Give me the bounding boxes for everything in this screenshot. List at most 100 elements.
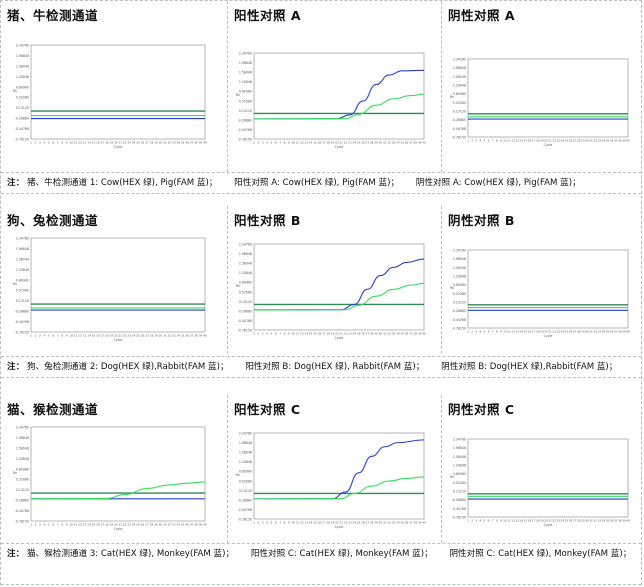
x-tick-label: 24 [132,523,136,527]
y-tick-label: 2.34780 [16,237,29,241]
x-tick-label: 12 [78,141,82,145]
x-tick-label: 35 [606,139,610,143]
x-tick-label: 22 [123,523,127,527]
x-tick-label: 1 [467,330,469,334]
x-tick-label: 2 [35,141,37,145]
x-tick-label: 11 [507,139,511,143]
x-tick-label: 36 [610,519,614,523]
x-tick-label: 32 [168,523,172,527]
x-tick-label: 3 [39,141,41,145]
x-tick-label: 21 [339,521,343,525]
y-axis-label: Rn [13,282,17,286]
x-tick-label: 9 [66,334,68,338]
amplification-plot: 2.34780 1.96848 1.58046 1.20848 0.80960 0.520… [450,249,630,339]
y-tick-label: 1.58046 [16,64,29,68]
x-tick-label: 2 [471,139,473,143]
x-axis-label: Cycle [544,143,553,147]
amplification-plot: 2.34780 1.96848 1.58046 1.20848 0.80960 0.520… [13,237,207,343]
y-tick-label: 0.80960 [16,467,29,471]
x-tick-label: 35 [400,521,404,525]
x-tick-label: 2 [471,330,473,334]
y-axis-label: Rn [450,475,454,479]
x-tick-label: 1 [467,519,469,523]
x-axis-label: Cycle [335,525,344,529]
row-1: 猪、牛检测通道 2.34780 1.96848 1.58046 1.20848 0.80… [1,1,641,172]
y-tick-label: -0.26880 [452,118,466,122]
x-tick-label: 39 [622,519,626,523]
cell-channel-3: 猫、猴检测通道 2.34780 1.96848 1.58046 1.20848 0.80… [1,395,227,543]
cell-title: 阴性对照 A [448,8,516,23]
y-tick-label: -0.26880 [238,309,252,313]
x-tick-label: 4 [43,523,45,527]
x-tick-label: 18 [536,330,540,334]
y-axis-label: Rn [450,286,454,290]
y-tick-label: 0.13120 [16,106,29,110]
x-tick-label: 16 [318,332,322,336]
x-tick-label: 19 [110,334,114,338]
x-tick-label: 22 [344,332,348,336]
x-tick-label: 7 [57,523,59,527]
x-tick-label: 23 [348,332,352,336]
plot-area [30,44,206,140]
x-tick-label: 24 [561,139,565,143]
x-tick-label: 27 [145,141,149,145]
x-tick-label: 3 [475,139,477,143]
x-tick-label: 20 [114,334,118,338]
x-tick-label: 5 [271,332,273,336]
x-tick-label: 30 [585,330,589,334]
x-tick-label: 13 [515,330,519,334]
x-tick-label: 34 [396,521,400,525]
y-tick-label: 1.20848 [239,460,252,464]
y-tick-label: -0.26880 [15,499,29,503]
x-tick-label: 26 [569,330,573,334]
x-tick-label: 10 [69,523,73,527]
x-tick-label: 7 [492,519,494,523]
x-tick-label: 21 [118,523,122,527]
y-tick-label: 0.52080 [453,481,466,485]
cell-negative-a: 阴性对照 A 2.34780 1.96848 1.58046 1.20848 0.809… [441,1,641,172]
x-tick-label: 25 [357,521,361,525]
y-tick-label: 0.13120 [239,489,252,493]
x-tick-label: 31 [163,141,167,145]
x-tick-label: 31 [383,141,387,145]
y-tick-label: -0.26880 [15,310,29,314]
x-tick-label: 12 [300,141,304,145]
x-tick-label: 37 [614,519,618,523]
x-tick-label: 5 [484,519,486,523]
x-tick-label: 4 [266,521,268,525]
cell-channel-2: 狗、兔检测通道 2.34780 1.96848 1.58046 1.20848 0.80… [1,206,227,354]
x-tick-label: 17 [322,332,326,336]
x-tick-label: 23 [127,141,131,145]
x-tick-label: 22 [344,141,348,145]
y-tick-label: 2.34780 [453,58,466,62]
x-tick-label: 1 [253,141,255,145]
x-tick-label: 4 [266,332,268,336]
x-tick-label: 29 [154,334,158,338]
plot-area [467,249,629,329]
x-tick-label: 35 [181,141,185,145]
y-tick-label: 1.20848 [239,271,252,275]
x-tick-label: 19 [540,139,544,143]
x-tick-label: 29 [581,519,585,523]
x-tick-label: 23 [127,523,131,527]
x-tick-label: 30 [159,334,163,338]
x-tick-label: 15 [524,519,528,523]
x-axis-label: Cycle [114,338,123,342]
cell-title: 狗、兔检测通道 [7,213,99,228]
y-tick-label: -0.26880 [238,498,252,502]
x-tick-label: 34 [176,523,180,527]
x-tick-label: 34 [176,141,180,145]
y-tick-label: 0.80960 [453,92,466,96]
note-part: 猪、牛检测通道 1: Cow(HEX 绿), Pig(FAM 蓝)； [26,178,218,188]
x-tick-label: 34 [396,141,400,145]
x-tick-label: 8 [496,519,498,523]
x-tick-label: 18 [326,521,330,525]
y-tick-label: 0.80960 [16,85,29,89]
x-tick-label: 5 [48,141,50,145]
x-tick-label: 35 [606,519,610,523]
x-tick-label: 24 [352,332,356,336]
x-tick-label: 9 [500,519,502,523]
x-tick-label: 3 [262,141,264,145]
pcr-chart: 2.34780 1.96848 1.58046 1.20848 0.80960 0.520… [446,55,632,151]
x-tick-label: 5 [271,141,273,145]
